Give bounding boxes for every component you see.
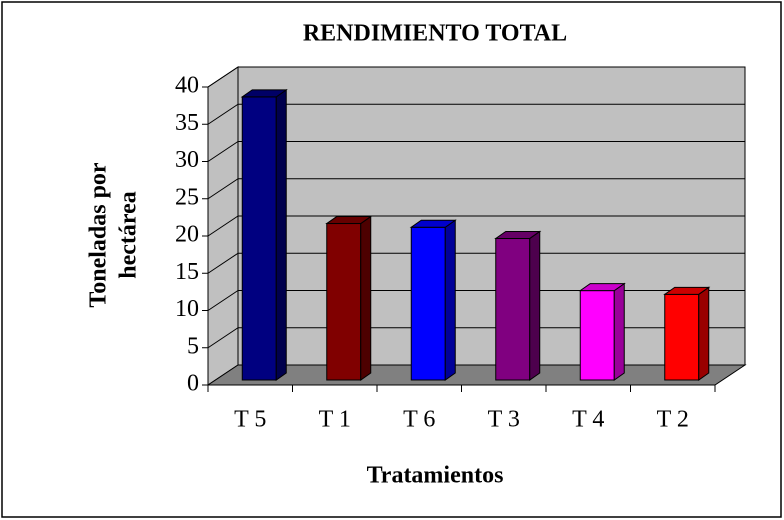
y-axis-title: Toneladas por hectárea — [86, 162, 142, 308]
y-axis-title-line: Toneladas por — [86, 162, 112, 308]
bar-top — [663, 286, 711, 295]
y-tick-label: 5 — [187, 333, 199, 359]
bar-side-shade — [360, 216, 371, 380]
y-tick-label: 15 — [175, 259, 199, 285]
grid-line — [207, 290, 239, 311]
grid-line — [207, 215, 239, 237]
x-tick-label: T 6 — [403, 407, 435, 433]
y-tick-label: 40 — [175, 73, 199, 99]
bar-top-shade — [411, 220, 456, 228]
bar-top-shade — [326, 216, 371, 224]
bar — [326, 223, 362, 381]
chart-title: RENDIMIENTO TOTAL — [303, 21, 567, 47]
bar — [410, 226, 446, 381]
bar — [664, 293, 700, 381]
bar-side-shade — [445, 220, 456, 380]
grid-line — [207, 252, 239, 274]
bar-top — [494, 230, 542, 239]
bar-top — [578, 283, 626, 292]
y-tick-label: 20 — [175, 222, 199, 248]
y-axis-title-line: hectárea — [116, 191, 142, 279]
bar-top — [325, 216, 373, 225]
x-tick-label: T 1 — [319, 407, 351, 433]
bar-top-shade — [580, 283, 625, 291]
grid-line — [207, 66, 239, 88]
x-tick-label: T 3 — [488, 407, 520, 433]
y-tick-label: 0 — [187, 371, 199, 397]
bar-side-shade — [614, 283, 625, 380]
bar — [495, 237, 531, 381]
bar — [579, 290, 615, 381]
grid-line — [207, 141, 239, 162]
bar-top — [409, 219, 457, 228]
y-tick-label: 35 — [175, 110, 199, 136]
bar-side-shade — [698, 287, 709, 380]
bar-top-shade — [664, 287, 709, 295]
x-tick-label: T 2 — [657, 407, 689, 433]
x-axis-title: Tratamientos — [367, 463, 504, 489]
x-tick-label: T 4 — [572, 407, 604, 433]
grid-line — [207, 103, 239, 125]
x-tick-label: T 5 — [234, 407, 266, 433]
bar-side-shade — [529, 231, 540, 380]
bar-top — [240, 89, 288, 98]
bar-top-shade — [495, 231, 540, 239]
bar-side-shade — [276, 89, 287, 381]
bar — [241, 96, 277, 381]
y-tick-label: 30 — [175, 147, 199, 173]
grid-line — [207, 327, 239, 349]
y-tick-label: 10 — [175, 296, 199, 322]
y-tick-label: 25 — [175, 184, 199, 210]
grid-line — [207, 178, 239, 200]
bar-top-shade — [242, 89, 287, 97]
